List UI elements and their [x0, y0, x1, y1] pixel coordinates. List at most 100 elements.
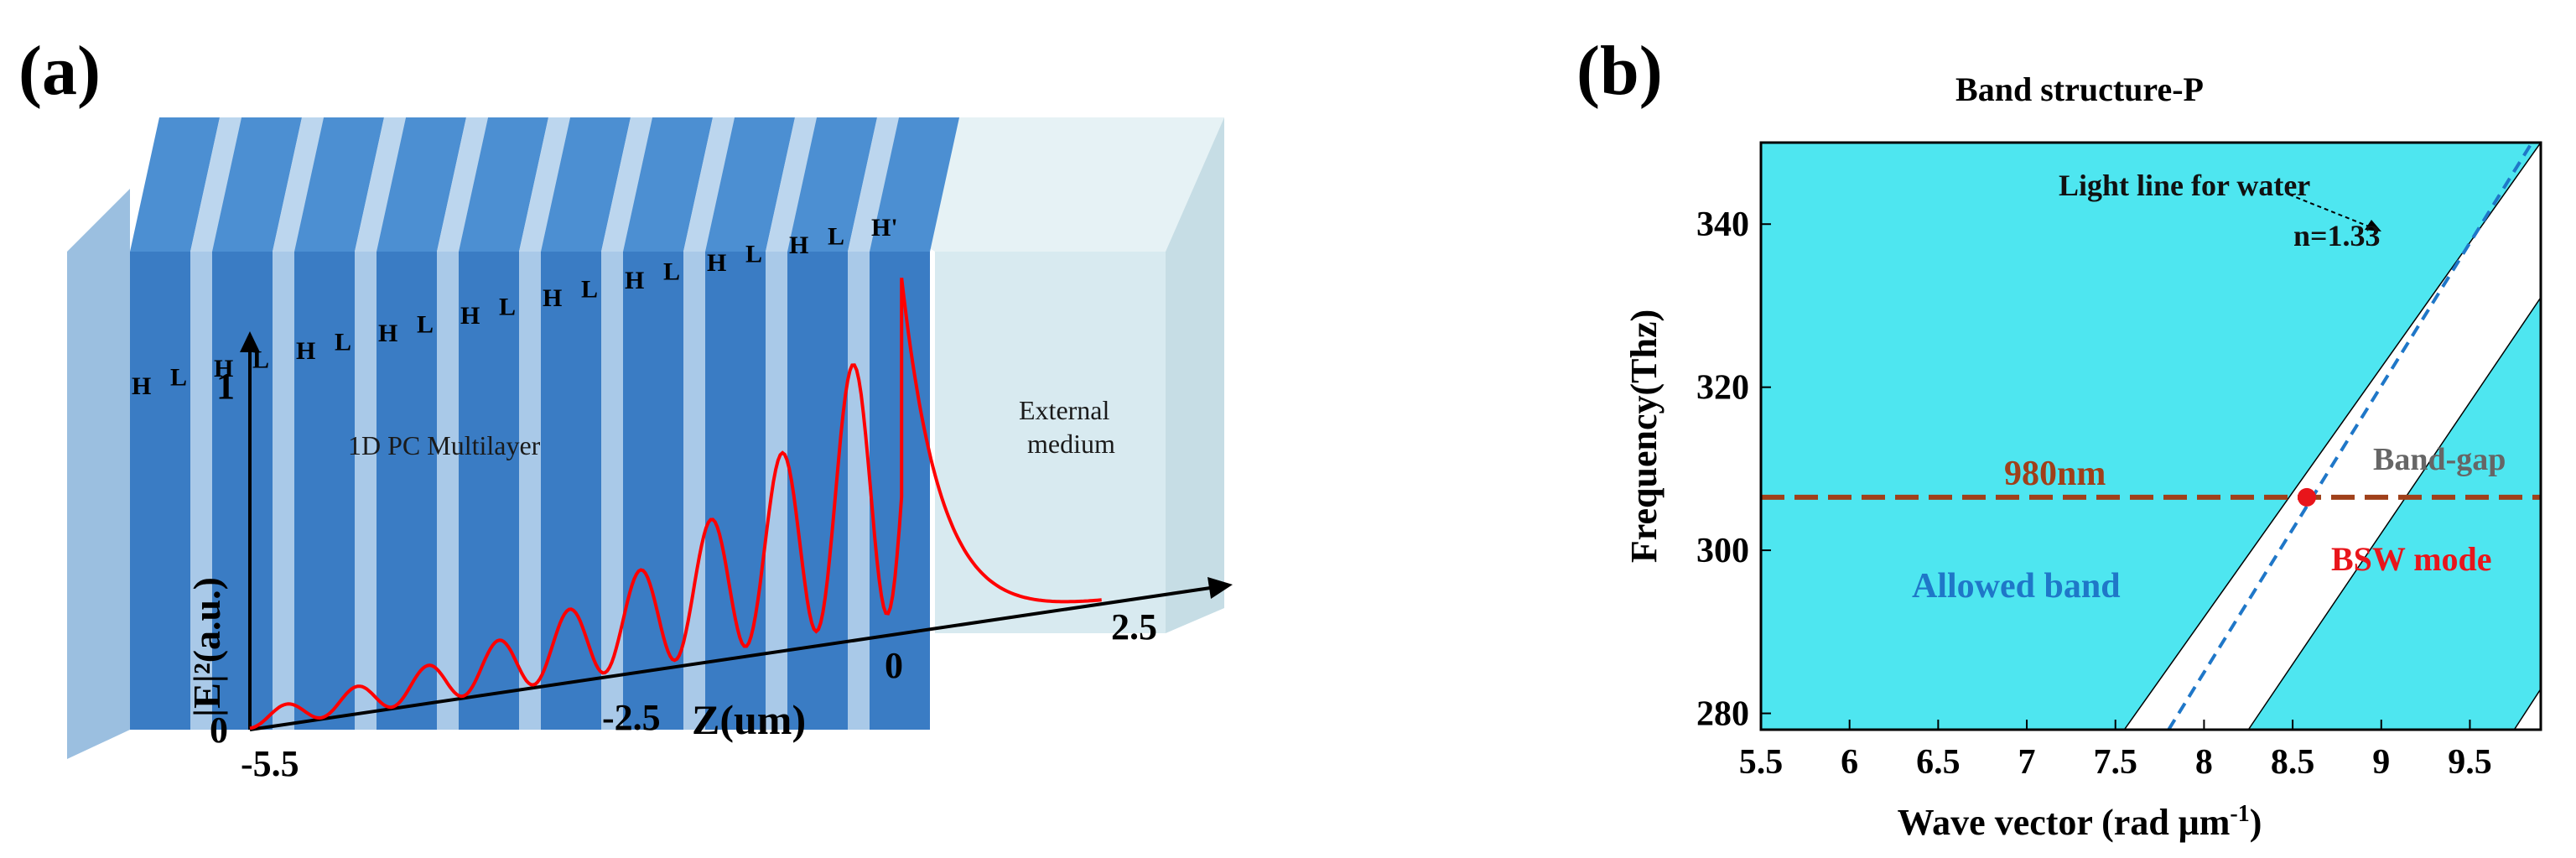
y-axis-arrow — [240, 331, 260, 352]
plot-frame — [1759, 141, 2542, 731]
x-axis-label: Z(um) — [692, 696, 806, 743]
layer-label-6: H — [378, 320, 397, 347]
external-medium-label-1: External — [1019, 395, 1110, 425]
x-axis-label-b: Wave vector (rad μm-1) — [1898, 801, 2262, 843]
light-line-annotation: Light line for water — [2059, 169, 2310, 202]
layer-top-15 — [766, 117, 817, 252]
light-line-pointer-head — [2365, 220, 2381, 231]
layer-label-17: L — [828, 223, 844, 251]
x-axis-label-main: Wave vector (rad μm — [1898, 802, 2231, 843]
layer-front-11 — [601, 252, 623, 730]
layer-label-5: L — [335, 329, 351, 356]
layer-label-1: L — [170, 364, 187, 392]
multilayer-label: 1D PC Multilayer — [348, 430, 541, 460]
multilayer-front-stripes — [130, 252, 930, 730]
layer-top-18 — [870, 117, 959, 252]
layer-front-5 — [355, 252, 377, 730]
layer-label-3: L — [252, 346, 269, 374]
layer-front-13 — [683, 252, 705, 730]
band-plot: 5.5 6 6.5 7 7.5 8 8.5 9 9.5 280 300 320 340 Light lin… — [1696, 141, 2542, 782]
external-front-face — [935, 252, 1166, 633]
y-tick-label-3: 340 — [1696, 205, 1749, 244]
field-intensity-curve — [249, 278, 1102, 731]
layer-top-10 — [541, 117, 631, 252]
layer-label-10: H — [543, 284, 562, 312]
x-tick-label-8: 9.5 — [2448, 743, 2492, 782]
layer-top-12 — [623, 117, 713, 252]
external-right-face — [1166, 117, 1224, 633]
panel-b-label: (b) — [1576, 32, 1663, 110]
allowed-band-annotation: Allowed band — [1912, 567, 2121, 606]
x-axis-label-sup: -1 — [2230, 801, 2249, 827]
layer-label-0: H — [132, 372, 151, 400]
layer-front-9 — [519, 252, 541, 730]
layer-labels: H L H L H L H L H L H L H L H L H L H' — [132, 214, 898, 400]
external-medium-label-2: medium — [1027, 429, 1115, 459]
x-tick-label-2: 6.5 — [1916, 743, 1961, 782]
layer-top-11 — [601, 117, 652, 252]
x-tick-label-7: 9 — [2372, 743, 2390, 782]
chart-title: Band structure-P — [1955, 70, 2204, 108]
layer-label-12: H — [625, 267, 644, 294]
layer-front-12 — [623, 252, 683, 730]
layer-front-17 — [848, 252, 870, 730]
layer-front-3 — [273, 252, 294, 730]
index-annotation: n=1.33 — [2293, 219, 2381, 252]
layer-front-1 — [190, 252, 212, 730]
layer-top-5 — [355, 117, 406, 252]
layer-front-16 — [787, 252, 848, 730]
layer-front-15 — [766, 252, 787, 730]
x-axis-label-end: ) — [2250, 802, 2262, 843]
panel-a: (a) H L H L H L H L H L H L H L H L H L H' 1D PC Multilaye… — [18, 32, 1233, 784]
x-tick-0: 0 — [885, 645, 903, 686]
band-gap-region — [2123, 143, 2541, 730]
layer-top-4 — [294, 117, 384, 252]
x-axis — [249, 585, 1217, 731]
layer-label-15: L — [745, 241, 762, 268]
layer-top-2 — [212, 117, 302, 252]
y-axis-label: |E|²(a.u.) — [185, 577, 228, 717]
layer-top-7 — [437, 117, 488, 252]
y-tick-label-0: 280 — [1696, 695, 1749, 734]
multilayer-left-side — [67, 189, 130, 759]
y-axis-label-b: Frequency(Thz) — [1623, 309, 1665, 563]
layer-label-2: H — [214, 355, 233, 382]
x-axis-arrow — [1208, 577, 1233, 599]
layer-label-13: L — [663, 258, 680, 286]
y-tick-top: 1 — [216, 366, 235, 407]
layer-label-4: H — [296, 337, 315, 365]
y-tick-bottom: 0 — [210, 710, 228, 751]
band-gap-region-2 — [2513, 688, 2541, 730]
x-tick-n2-5: -2.5 — [602, 697, 661, 738]
layer-front-7 — [437, 252, 459, 730]
bsw-annotation: BSW mode — [2331, 540, 2492, 578]
layer-top-8 — [459, 117, 548, 252]
layer-top-13 — [683, 117, 735, 252]
y-tick-label-2: 320 — [1696, 369, 1749, 408]
layer-top-6 — [377, 117, 466, 252]
wavelength-annotation: 980nm — [2004, 455, 2106, 493]
layer-label-18: H' — [871, 214, 898, 242]
x-tick-label-0: 5.5 — [1739, 743, 1784, 782]
layer-front-0 — [130, 252, 190, 730]
layer-front-4 — [294, 252, 355, 730]
x-tick-n5-5: -5.5 — [241, 743, 299, 784]
layer-front-14 — [705, 252, 766, 730]
layer-label-8: H — [460, 302, 480, 330]
y-tick-label-1: 300 — [1696, 532, 1749, 570]
layer-label-14: H — [707, 249, 726, 277]
layer-top-1 — [190, 117, 242, 252]
band-gap-annotation: Band-gap — [2373, 442, 2506, 477]
layer-top-17 — [848, 117, 899, 252]
layer-front-2 — [212, 252, 273, 730]
layer-top-0 — [130, 117, 220, 252]
layer-top-9 — [519, 117, 570, 252]
layer-label-9: L — [499, 294, 516, 321]
multilayer-top-stripes — [130, 117, 959, 252]
layer-label-11: L — [581, 276, 598, 304]
x-tick-label-6: 8.5 — [2271, 743, 2315, 782]
panel-b: (b) Band structure-P 5.5 6 6.5 7 7.5 8 8.5 9 9.5… — [1576, 32, 2542, 843]
layer-label-16: H — [789, 231, 808, 259]
layer-front-6 — [377, 252, 437, 730]
